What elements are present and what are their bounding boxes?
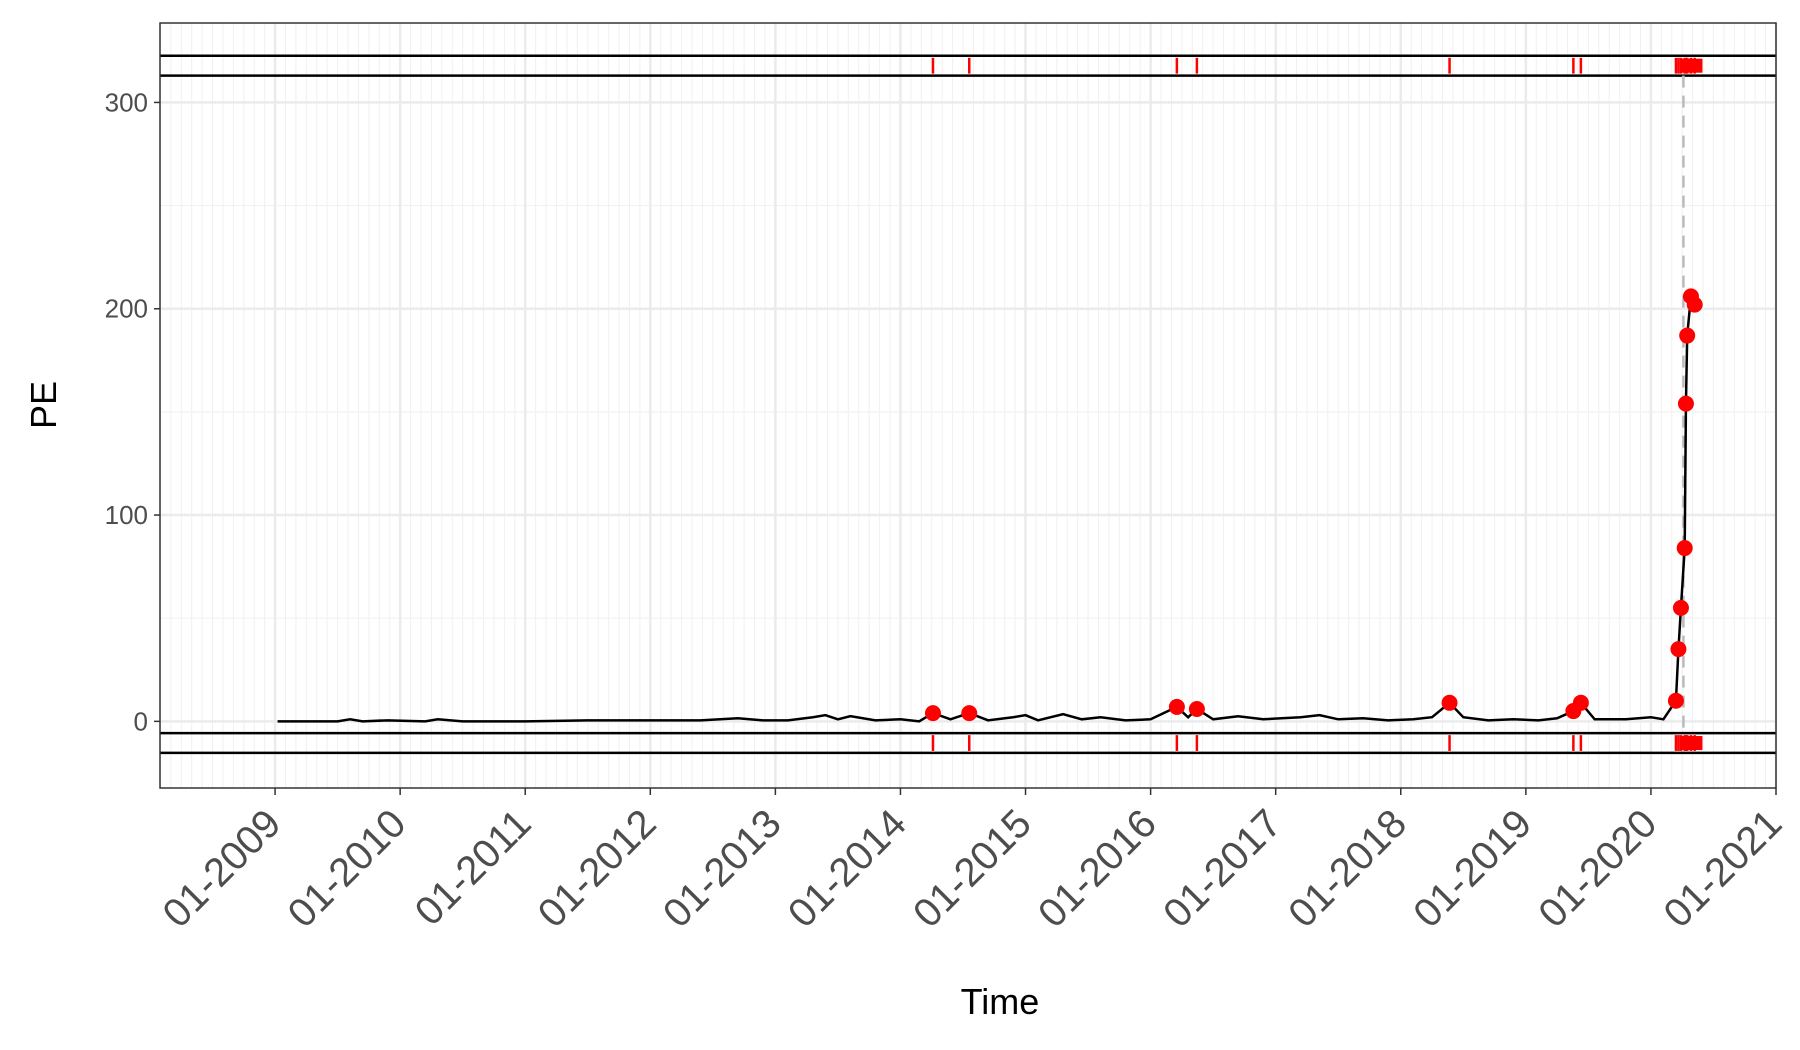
anomaly-point bbox=[1188, 700, 1205, 717]
y-tick-label: 200 bbox=[105, 294, 148, 324]
anomaly-point bbox=[924, 705, 941, 722]
anomaly-point bbox=[1670, 641, 1687, 658]
panel-border bbox=[159, 22, 1777, 789]
x-tick-label: 01-2016 bbox=[1030, 801, 1165, 936]
anomaly-point bbox=[961, 705, 978, 722]
y-tick-label: 0 bbox=[134, 706, 148, 736]
line bbox=[277, 291, 1696, 723]
anomaly-point bbox=[1667, 692, 1684, 709]
anomaly-point bbox=[1677, 395, 1694, 412]
x-tick-label: 01-2010 bbox=[280, 801, 415, 936]
x-tick-label: 01-2012 bbox=[530, 801, 665, 936]
x-tick-label: 01-2014 bbox=[780, 801, 915, 936]
x-tick-label: 01-2017 bbox=[1155, 801, 1290, 936]
x-tick-label: 01-2015 bbox=[905, 801, 1040, 936]
y-tick-label: 300 bbox=[105, 87, 148, 117]
x-tick-label: 01-2021 bbox=[1655, 801, 1790, 936]
anomaly-point bbox=[1168, 698, 1185, 715]
x-tick-label: 01-2009 bbox=[155, 801, 290, 936]
x-axis-title: Time bbox=[961, 981, 1040, 1022]
anomaly-point bbox=[1572, 694, 1589, 711]
x-tick-label: 01-2018 bbox=[1280, 801, 1415, 936]
anomaly-point bbox=[1441, 694, 1458, 711]
x-tick-label: 01-2020 bbox=[1530, 801, 1665, 936]
anomaly-point bbox=[1672, 599, 1689, 616]
x-tick-label: 01-2019 bbox=[1405, 801, 1540, 936]
anomaly-point bbox=[1676, 540, 1693, 557]
anomaly-point bbox=[1679, 327, 1696, 344]
y-tick-label: 100 bbox=[105, 500, 148, 530]
anomaly-point bbox=[1686, 296, 1703, 313]
y-axis-title: PE bbox=[23, 381, 64, 429]
changepoint-marker bbox=[1680, 58, 1703, 73]
changepoint-marker bbox=[1680, 736, 1703, 751]
x-tick-label: 01-2013 bbox=[655, 801, 790, 936]
x-tick-label: 01-2011 bbox=[407, 801, 540, 934]
